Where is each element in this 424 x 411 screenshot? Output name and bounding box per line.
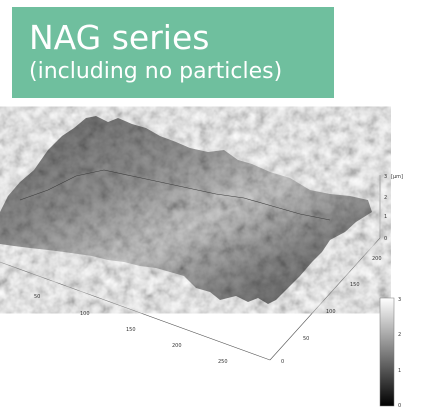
z-tick-label: 3 bbox=[384, 174, 387, 180]
colorbar-tick-label: 2 bbox=[398, 332, 401, 338]
colorbar: 0 1 2 3 bbox=[379, 297, 401, 409]
y-tick-label: 0 bbox=[281, 359, 284, 365]
x-tick-label: 200 bbox=[172, 343, 182, 349]
subtitle-text: (including no particles) bbox=[29, 59, 283, 84]
y-axis: 0 50 100 150 200 bbox=[281, 256, 382, 365]
surface-ridge bbox=[19, 169, 331, 221]
x-tick-label: 50 bbox=[34, 294, 40, 300]
x-tick-label: 100 bbox=[80, 311, 90, 317]
y-tick-label: 100 bbox=[326, 309, 336, 315]
z-tick-label: 0 bbox=[384, 236, 387, 242]
y-tick-label: 150 bbox=[350, 282, 360, 288]
z-unit-label: [μm] bbox=[391, 174, 403, 180]
z-axis: 0 1 2 3 [μm] bbox=[384, 174, 403, 242]
z-tick-label: 1 bbox=[384, 214, 387, 220]
colorbar-tick-label: 3 bbox=[398, 297, 401, 303]
x-axis: 50 100 150 200 250 bbox=[34, 294, 228, 365]
title-banner: NAG series (including no particles) bbox=[12, 7, 334, 98]
z-tick-label: 2 bbox=[384, 195, 387, 201]
x-tick-label: 250 bbox=[218, 359, 228, 365]
axis-frame bbox=[0, 175, 381, 361]
y-tick-label: 200 bbox=[372, 256, 382, 262]
colorbar-tick-label: 0 bbox=[398, 403, 401, 409]
colorbar-tick-label: 1 bbox=[398, 368, 401, 374]
x-tick-label: 150 bbox=[126, 327, 136, 333]
surface-relief bbox=[0, 116, 372, 304]
title-text: NAG series bbox=[29, 18, 210, 57]
y-tick-label: 50 bbox=[303, 336, 309, 342]
afm-3d-surface-plot: 50 100 150 200 250 0 50 100 150 200 0 1 … bbox=[0, 116, 403, 409]
